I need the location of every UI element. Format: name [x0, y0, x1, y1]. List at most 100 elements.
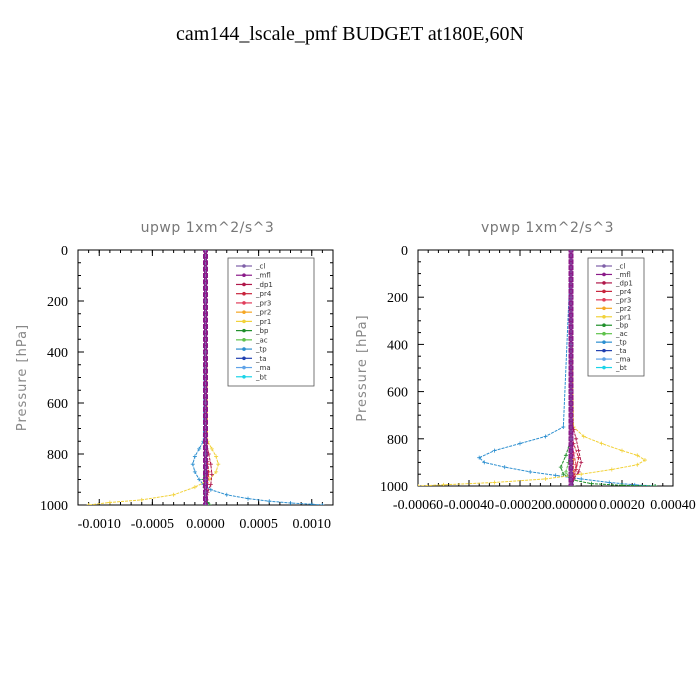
x-tick-label: 0.0010 — [293, 517, 332, 532]
y-axis-label: Pressure [hPa] — [355, 314, 370, 421]
data-point-bp — [207, 503, 212, 505]
data-point-cl — [569, 460, 573, 465]
x-tick-label: 0.000000 — [545, 498, 598, 513]
legend-label-pr4: _pr4 — [615, 288, 632, 296]
legend-marker-pr1 — [242, 319, 246, 324]
legend-marker-ac — [242, 338, 246, 342]
legend-label-dp1: _dp1 — [615, 279, 633, 287]
data-point-pr1 — [216, 462, 221, 467]
data-point-mfl — [203, 406, 208, 412]
legend-label-cl: _cl — [615, 263, 625, 271]
data-point-mfl — [568, 271, 574, 277]
legend-marker-pr4 — [602, 289, 606, 294]
data-point-tp — [632, 482, 637, 486]
legend-label-pr4: _pr4 — [255, 290, 272, 298]
data-point-tp — [502, 465, 507, 470]
data-point-bp — [558, 465, 563, 470]
data-point-dp1 — [576, 448, 581, 453]
data-point-pr1 — [192, 485, 197, 490]
data-point-pr3 — [574, 462, 579, 467]
data-point-ac — [571, 484, 576, 486]
x-tick-label: 0.0005 — [239, 517, 278, 532]
legend-marker-tp — [602, 340, 606, 344]
legend-marker-mfl — [242, 273, 246, 278]
data-point-cl — [203, 490, 208, 495]
data-point-cl — [569, 295, 573, 300]
legend-label-ma: _ma — [255, 364, 271, 372]
data-point-cl — [203, 477, 208, 482]
data-point-tp — [197, 477, 202, 482]
data-point-mfl — [203, 375, 208, 380]
x-tick-label: -0.0005 — [131, 517, 174, 532]
data-point-pr1 — [635, 462, 640, 467]
data-point-tp — [492, 448, 497, 453]
data-point-cl — [203, 299, 208, 303]
legend-marker-dp1 — [242, 282, 246, 287]
legend-label-pr1: _pr1 — [615, 313, 631, 321]
legend-label-mfl: _mfl — [615, 271, 631, 279]
data-point-pr1 — [107, 500, 112, 505]
data-point-pr1 — [579, 472, 584, 477]
data-point-dp1 — [208, 482, 213, 487]
data-point-cl — [203, 452, 208, 456]
y-tick-label: 400 — [387, 338, 408, 353]
y-tick-label: 800 — [47, 448, 68, 463]
legend-label-tp: _tp — [255, 346, 267, 354]
legend-marker-mfl — [602, 272, 606, 277]
legend-marker-ma — [242, 365, 246, 370]
legend-marker-ma — [602, 357, 606, 361]
data-point-cl — [569, 389, 573, 394]
data-point-mfl — [203, 470, 208, 476]
legend-label-bt: _bt — [255, 373, 267, 381]
data-point-pr1 — [609, 467, 614, 472]
data-point-pr1 — [209, 446, 214, 451]
data-point-pr1 — [635, 453, 640, 458]
legend-label-tp: _tp — [615, 339, 627, 347]
data-point-pr1 — [139, 497, 144, 502]
data-point-mfl — [203, 483, 208, 489]
y-tick-label: 600 — [47, 397, 68, 412]
data-point-pr1 — [214, 454, 219, 459]
data-point-mfl — [568, 395, 574, 400]
legend-label-pr2: _pr2 — [255, 309, 271, 317]
x-tick-label: -0.00020 — [495, 498, 545, 513]
data-point-tp — [518, 441, 522, 446]
data-point-tp — [553, 473, 558, 478]
x-tick-label: -0.0010 — [78, 517, 121, 532]
y-tick-label: 0 — [401, 244, 408, 259]
series-group — [418, 250, 658, 486]
legend-marker-cl — [242, 264, 246, 268]
legend-marker-pr3 — [242, 301, 246, 305]
chart-panel-upwp: upwp 1xm^2/s^3 Pressure [hPa] 0 200 400 600 80… — [15, 220, 334, 532]
chart-title: vpwp 1xm^2/s^3 — [481, 220, 614, 236]
data-point-pr1 — [642, 458, 647, 463]
data-point-tp — [482, 460, 487, 465]
legend: _cl_mfl_dp1_pr4_pr3_pr2_pr1_bp_ac_tp_ta_… — [587, 257, 645, 377]
legend-marker-ac — [602, 331, 606, 336]
data-point-tp — [288, 500, 293, 505]
x-tick-label: 0.0000 — [186, 517, 225, 532]
data-point-tp — [320, 503, 325, 505]
data-point-bp — [589, 481, 594, 486]
data-point-cl — [203, 503, 208, 505]
data-point-pr1 — [620, 448, 624, 453]
data-point-tp — [197, 446, 202, 451]
data-point-bp — [620, 483, 624, 486]
legend-label-pr1: _pr1 — [255, 318, 271, 326]
data-point-pr1 — [492, 480, 497, 485]
legend-label-pr2: _pr2 — [615, 305, 631, 313]
data-point-ac — [563, 469, 568, 474]
legend-marker-bp — [242, 328, 246, 333]
data-point-tp — [528, 469, 533, 474]
data-point-tp — [607, 480, 612, 485]
legend-label-bp: _bp — [255, 327, 269, 335]
series-line-tp — [478, 250, 656, 486]
series-line-pr1 — [88, 250, 219, 505]
y-tick-label: 200 — [47, 295, 68, 310]
data-point-mfl — [203, 343, 208, 349]
data-point-pr1 — [171, 492, 176, 497]
y-tick-label: 1000 — [40, 499, 68, 514]
data-point-cl — [203, 350, 208, 354]
data-point-cl — [569, 472, 573, 477]
data-point-cl — [569, 484, 573, 486]
